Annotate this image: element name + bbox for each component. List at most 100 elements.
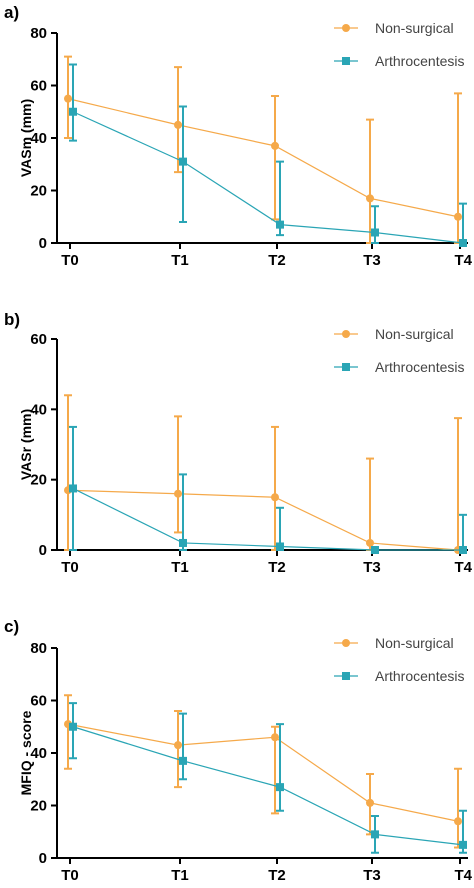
legend-label: Arthrocentesis — [375, 359, 464, 375]
legend-marker-circle — [342, 24, 350, 32]
data-point-circle — [174, 489, 182, 498]
panel-label: b) — [4, 310, 20, 329]
data-point-circle — [366, 194, 374, 203]
y-tick-label: 20 — [30, 183, 47, 200]
legend-marker-circle — [342, 639, 350, 647]
data-point-square — [276, 542, 284, 551]
legend-entry-2: Arthrocentesis — [334, 668, 464, 684]
legend-entry-2: Arthrocentesis — [334, 359, 464, 375]
series-line-1 — [67, 98, 459, 218]
y-tick-label: 40 — [30, 130, 47, 147]
data-point-circle — [366, 538, 374, 547]
y-tick-label: 0 — [39, 850, 47, 867]
y-tick-label: 40 — [30, 745, 47, 762]
y-axis-label: MFIQ - score — [18, 710, 34, 795]
panel-label: c) — [4, 617, 19, 636]
error-bar — [271, 95, 279, 221]
x-tick-label: T1 — [171, 559, 189, 576]
data-point-square — [276, 783, 284, 792]
x-tick-label: T4 — [454, 559, 472, 576]
legend-label: Arthrocentesis — [375, 53, 464, 69]
data-point-square — [179, 538, 187, 547]
error-bar — [454, 417, 462, 551]
data-point-square — [459, 239, 467, 247]
x-tick-label: T3 — [363, 559, 381, 576]
legend-marker-circle — [342, 330, 350, 338]
legend-label: Non-surgical — [375, 20, 454, 36]
data-point-square — [276, 220, 284, 229]
x-tick-label: T2 — [268, 867, 286, 884]
error-bar — [276, 723, 284, 812]
panel-label: a) — [4, 3, 19, 22]
error-bar — [179, 473, 187, 551]
legend-entry-1: Non-surgical — [334, 326, 454, 342]
y-tick-label: 80 — [30, 25, 47, 42]
data-point-square — [371, 546, 379, 554]
legend-marker-square — [342, 57, 350, 65]
y-tick-label: 60 — [30, 693, 47, 710]
legend-entry-2: Arthrocentesis — [334, 53, 464, 69]
chart-panel-2: b) VASr (mm) 0 20 40 60 T0 T1 T2 T3 T4 Non-surgical… — [4, 310, 473, 576]
y-tick-label: 0 — [39, 542, 47, 559]
error-bar — [64, 694, 72, 770]
x-tick-label: T2 — [268, 252, 286, 269]
error-bar — [174, 66, 182, 174]
data-point-circle — [454, 817, 462, 826]
legend-marker-square — [342, 672, 350, 680]
y-tick-label: 20 — [30, 472, 47, 489]
legend-label: Non-surgical — [375, 326, 454, 342]
data-point-circle — [271, 493, 279, 502]
error-bar — [366, 457, 374, 551]
x-tick-label: T3 — [363, 252, 381, 269]
x-tick-label: T4 — [454, 252, 472, 269]
chart-panel-3: c) MFIQ - score 0 20 40 60 80 T0 T1 T2 T3 T4 Non-sur… — [4, 617, 473, 884]
error-bar — [174, 415, 182, 534]
data-point-square — [371, 830, 379, 839]
legend-entry-1: Non-surgical — [334, 635, 454, 651]
data-point-square — [179, 756, 187, 765]
data-point-circle — [271, 733, 279, 742]
data-point-circle — [64, 94, 72, 103]
error-bar — [459, 513, 467, 551]
y-tick-label: 40 — [30, 401, 47, 418]
data-point-square — [69, 722, 77, 731]
series-line-1 — [67, 489, 459, 551]
series-line-2 — [72, 487, 463, 551]
data-point-square — [69, 484, 77, 493]
error-bar — [64, 394, 72, 551]
error-bar — [459, 202, 467, 244]
data-point-square — [69, 107, 77, 116]
x-tick-label: T2 — [268, 559, 286, 576]
error-bar — [366, 118, 374, 244]
x-tick-label: T0 — [61, 559, 79, 576]
data-point-circle — [454, 212, 462, 221]
series-line-2 — [72, 111, 464, 244]
error-bar — [179, 712, 187, 781]
data-point-circle — [366, 798, 374, 807]
legend-label: Non-surgical — [375, 635, 454, 651]
data-point-circle — [271, 141, 279, 150]
y-axis-label: VASm (mm) — [18, 99, 34, 177]
x-tick-label: T0 — [61, 252, 79, 269]
x-tick-label: T1 — [171, 867, 189, 884]
legend-marker-square — [342, 363, 350, 371]
chart-panel-1: a) VASm (mm) 0 20 40 60 80 T0 T1 T2 T3 T4 Non-surgic… — [4, 3, 473, 269]
y-axis-label: VASr (mm) — [18, 409, 34, 480]
y-tick-label: 20 — [30, 798, 47, 815]
x-tick-label: T0 — [61, 867, 79, 884]
x-tick-label: T4 — [454, 867, 472, 884]
data-point-square — [459, 546, 467, 554]
x-tick-label: T3 — [363, 867, 381, 884]
legend-entry-1: Non-surgical — [334, 20, 454, 36]
data-point-circle — [174, 741, 182, 750]
data-point-square — [179, 157, 187, 166]
error-bar — [271, 425, 279, 551]
data-point-circle — [174, 120, 182, 129]
error-bar — [371, 205, 379, 244]
y-tick-label: 60 — [30, 331, 47, 348]
series-line-1 — [67, 723, 459, 822]
y-tick-label: 60 — [30, 78, 47, 95]
x-tick-label: T1 — [171, 252, 189, 269]
error-bar — [69, 63, 77, 142]
